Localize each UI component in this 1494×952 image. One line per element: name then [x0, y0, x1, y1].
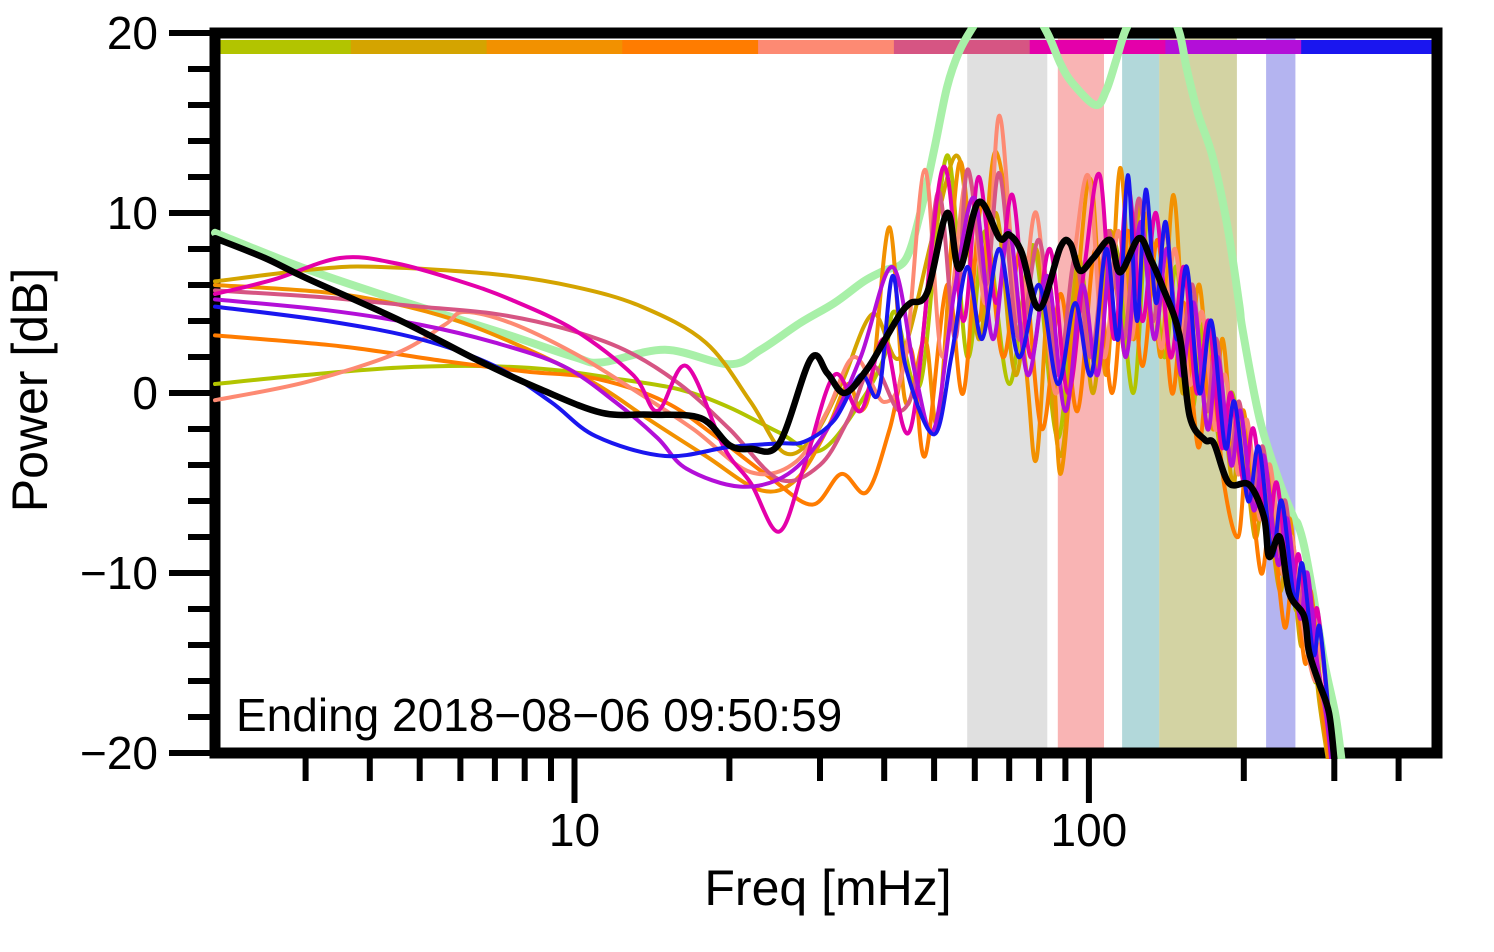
ending-timestamp-annotation: Ending 2018−08−06 09:50:59 [236, 689, 843, 741]
x-tick-label: 10 [549, 804, 600, 856]
series-spectrum-9-blue-line [213, 173, 1336, 759]
y-tick-label: 20 [107, 7, 158, 59]
y-tick-label: −10 [80, 547, 158, 599]
spectra-curves [211, 27, 1346, 759]
y-tick-label: −20 [80, 727, 158, 779]
shaded-bands [967, 33, 1296, 753]
shaded-band-gray [967, 33, 1048, 753]
colorbar-segment-4 [622, 40, 759, 54]
colorbar-segment-1 [215, 40, 352, 54]
colorbar-segment-8 [1165, 40, 1302, 54]
y-tick-label: 10 [107, 187, 158, 239]
colorbar-segment-9 [1301, 40, 1438, 54]
plot-frame [209, 27, 1443, 759]
y-tick-label: 0 [132, 367, 158, 419]
x-axis-label: Freq [mHz] [704, 860, 952, 916]
colorbar-segment-7 [1029, 40, 1166, 54]
series-reference-line [211, 27, 1346, 759]
axis-ticks [169, 30, 1402, 803]
colorbar-segment-5 [758, 40, 895, 54]
series-mean-line [211, 198, 1338, 759]
time-order-colorbar [215, 40, 1438, 54]
x-tick-label: 100 [1051, 804, 1128, 856]
colorbar-segment-3 [486, 40, 623, 54]
shaded-band-lavender [1266, 33, 1296, 753]
y-axis-label: Power [dB] [2, 267, 58, 513]
colorbar-segment-2 [350, 40, 488, 54]
shaded-band-teal [1122, 33, 1160, 753]
